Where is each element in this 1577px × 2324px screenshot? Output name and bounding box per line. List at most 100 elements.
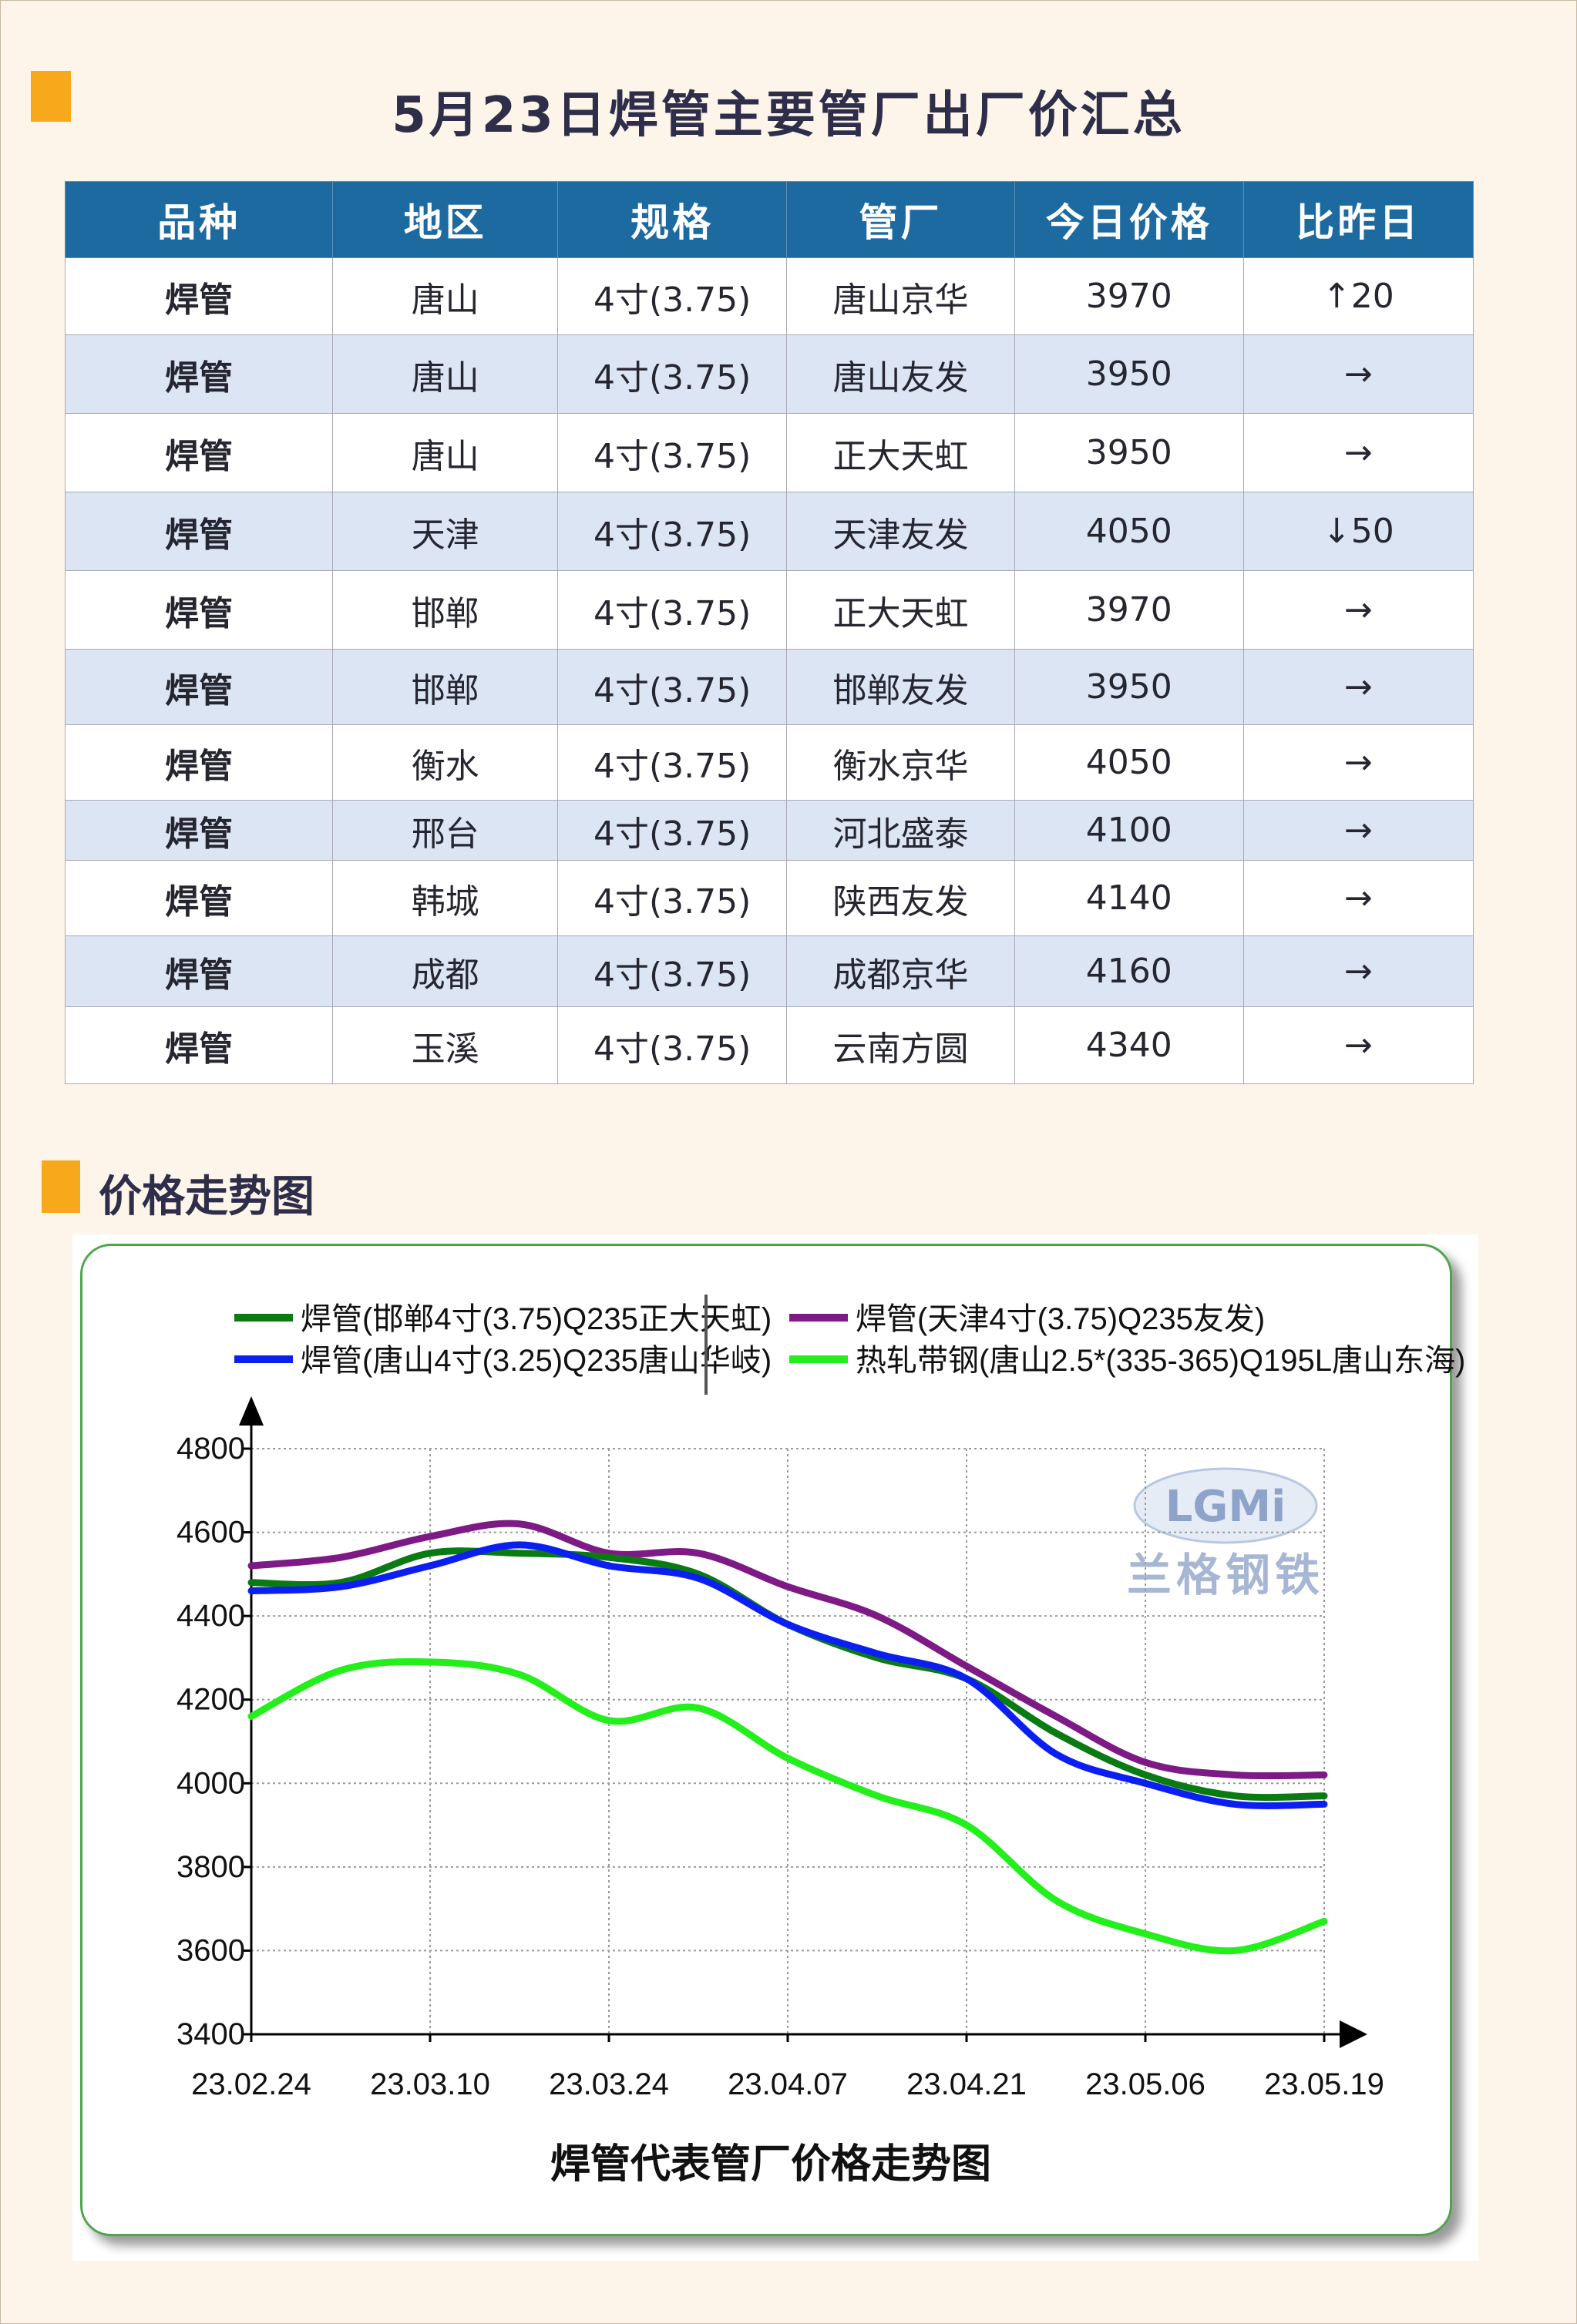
- header-spec: 规格: [557, 181, 788, 258]
- cell-change: →: [1242, 334, 1474, 414]
- cell-region: 邯郸: [332, 649, 559, 725]
- series-line-4: [247, 1658, 1328, 1955]
- cell-mill: 邯郸友发: [786, 649, 1015, 725]
- x-tick-label: 23.03.10: [370, 2067, 490, 2101]
- cell-mill: 唐山友发: [786, 334, 1015, 414]
- header-price: 今日价格: [1014, 181, 1244, 258]
- cell-region: 唐山: [332, 334, 559, 414]
- cell-region: 邢台: [332, 800, 559, 861]
- legend-label-1: 焊管(邯郸4寸(3.75)Q235正大天虹): [301, 1302, 772, 1336]
- table-row: 焊管 唐山 4寸(3.75) 唐山友发 3950 →: [64, 334, 1474, 414]
- cell-change: ↓50: [1242, 492, 1474, 571]
- cell-spec: 4寸(3.75): [557, 800, 788, 861]
- cell-price: 4140: [1014, 860, 1244, 936]
- cell-region: 成都: [332, 935, 559, 1007]
- cell-region: 玉溪: [332, 1006, 559, 1084]
- y-tick-label: 3400: [177, 2017, 245, 2051]
- page-title: 5月23日焊管主要管厂出厂价汇总: [392, 87, 1185, 144]
- cell-kind: 焊管: [64, 800, 334, 861]
- y-tick-label: 4400: [177, 1599, 245, 1633]
- series-line-2: [247, 1541, 1328, 1809]
- cell-mill: 成都京华: [786, 935, 1015, 1007]
- cell-kind: 焊管: [64, 492, 334, 571]
- cell-spec: 4寸(3.75): [557, 1006, 788, 1084]
- cell-spec: 4寸(3.75): [557, 649, 788, 725]
- cell-mill: 天津友发: [786, 492, 1015, 571]
- cell-spec: 4寸(3.75): [557, 724, 788, 801]
- table-header-row: 品种 地区 规格 管厂 今日价格 比昨日: [64, 181, 1474, 258]
- table-row: 焊管 邢台 4寸(3.75) 河北盛泰 4100 →: [64, 800, 1474, 861]
- table-body: 焊管 唐山 4寸(3.75) 唐山京华 3970 ↑20 焊管 唐山 4寸(3.75) 唐山友发 3…: [64, 257, 1474, 1084]
- legend-label-2: 焊管(唐山4寸(3.25)Q235唐山华岐): [301, 1344, 772, 1378]
- cell-kind: 焊管: [64, 257, 334, 335]
- cell-price: 3950: [1014, 334, 1244, 414]
- cell-mill: 陕西友发: [786, 860, 1015, 936]
- cell-region: 邯郸: [332, 570, 559, 650]
- cell-price: 4100: [1014, 800, 1244, 861]
- cell-price: 4050: [1014, 724, 1244, 801]
- cell-price: 3950: [1014, 413, 1244, 492]
- x-tick-label: 23.05.06: [1085, 2067, 1205, 2101]
- chart-panel: [80, 1244, 1452, 2236]
- cell-change: →: [1242, 649, 1474, 725]
- watermark-logo-text: LGMi: [1165, 1482, 1286, 1532]
- watermark-text: 兰格钢铁: [1127, 1549, 1324, 1601]
- table-row: 焊管 邯郸 4寸(3.75) 正大天虹 3970 →: [64, 570, 1474, 650]
- cell-spec: 4寸(3.75): [557, 492, 788, 571]
- table-row: 焊管 玉溪 4寸(3.75) 云南方圆 4340 →: [64, 1006, 1474, 1084]
- chart-title: 焊管代表管厂价格走势图: [550, 2141, 991, 2188]
- price-trend-chart: LGMi 兰格钢铁 3400 3600 3800 4000 4200 4400 4600 4800…: [177, 1295, 1465, 2188]
- watermark-logo-ellipse: [1133, 1467, 1318, 1544]
- y-tick-label: 4000: [177, 1766, 245, 1800]
- cell-kind: 焊管: [64, 860, 334, 936]
- x-axis-arrow: [1340, 2020, 1367, 2048]
- cell-price: 3950: [1014, 649, 1244, 725]
- cell-change: →: [1242, 570, 1474, 650]
- y-tick-label: 3600: [177, 1933, 245, 1967]
- cell-change: →: [1242, 724, 1474, 801]
- title-marker: [31, 71, 71, 122]
- header-kind: 品种: [64, 181, 334, 258]
- cell-region: 唐山: [332, 257, 559, 335]
- legend-label-3: 焊管(天津4寸(3.75)Q235友发): [856, 1302, 1265, 1336]
- cell-price: 4050: [1014, 492, 1244, 571]
- table-row: 焊管 邯郸 4寸(3.75) 邯郸友发 3950 →: [64, 649, 1474, 725]
- cell-mill: 唐山京华: [786, 257, 1015, 335]
- price-table: 品种 地区 规格 管厂 今日价格 比昨日 焊管 唐山 4寸(3.75) 唐山京华 397…: [64, 181, 1474, 1084]
- series-line-3: [247, 1520, 1328, 1780]
- header-change: 比昨日: [1242, 181, 1474, 258]
- cell-change: →: [1242, 1006, 1474, 1084]
- section-title: 价格走势图: [99, 1172, 314, 1222]
- header-mill: 管厂: [786, 181, 1015, 258]
- cell-kind: 焊管: [64, 334, 334, 414]
- cell-kind: 焊管: [64, 1006, 334, 1084]
- table-row: 焊管 天津 4寸(3.75) 天津友发 4050 ↓50: [64, 492, 1474, 571]
- x-tick-label: 23.05.19: [1264, 2067, 1384, 2101]
- cell-change: →: [1242, 935, 1474, 1007]
- cell-spec: 4寸(3.75): [557, 257, 788, 335]
- cell-mill: 河北盛泰: [786, 800, 1015, 861]
- y-tick-label: 4200: [177, 1683, 245, 1717]
- cell-kind: 焊管: [64, 570, 334, 650]
- cell-region: 韩城: [332, 860, 559, 936]
- cell-region: 唐山: [332, 413, 559, 492]
- cell-change: →: [1242, 413, 1474, 492]
- legend-label-4: 热轧带钢(唐山2.5*(335-365)Q195L唐山东海): [856, 1344, 1465, 1378]
- cell-mill: 衡水京华: [786, 724, 1015, 801]
- cell-kind: 焊管: [64, 649, 334, 725]
- cell-kind: 焊管: [64, 413, 334, 492]
- x-tick-label: 23.04.07: [728, 2067, 848, 2101]
- section-marker: [42, 1160, 80, 1213]
- cell-kind: 焊管: [64, 935, 334, 1007]
- chart-container: LGMi 兰格钢铁 3400 3600 3800 4000 4200 4400 4600 4800…: [72, 1234, 1478, 2261]
- table-row: 焊管 衡水 4寸(3.75) 衡水京华 4050 →: [64, 724, 1474, 801]
- cell-spec: 4寸(3.75): [557, 413, 788, 492]
- cell-mill: 正大天虹: [786, 413, 1015, 492]
- cell-price: 3970: [1014, 257, 1244, 335]
- table-row: 焊管 唐山 4寸(3.75) 正大天虹 3950 →: [64, 413, 1474, 492]
- cell-price: 4340: [1014, 1006, 1244, 1084]
- y-tick-label: 3800: [177, 1850, 245, 1884]
- table-row: 焊管 韩城 4寸(3.75) 陕西友发 4140 →: [64, 860, 1474, 936]
- y-tick-label: 4600: [177, 1516, 245, 1550]
- cell-price: 4160: [1014, 935, 1244, 1007]
